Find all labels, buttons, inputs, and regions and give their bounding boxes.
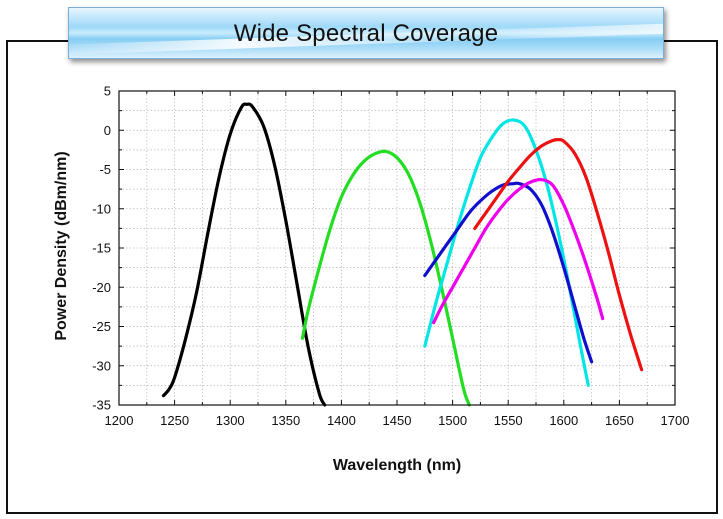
axes	[118, 90, 676, 406]
x-tick-label: 1650	[605, 413, 634, 428]
title-banner: Wide Spectral Coverage	[68, 7, 664, 59]
y-tick-label: -20	[92, 280, 111, 295]
y-tick-label: -5	[99, 162, 111, 177]
y-tick-labels: 5 0 -5 -10 -15 -20 -25 -30 -35	[92, 84, 111, 413]
series-line-1	[161, 102, 327, 407]
y-tick-label: -35	[92, 398, 111, 413]
chart-title: Wide Spectral Coverage	[233, 20, 499, 47]
x-tick-label: 1200	[105, 413, 134, 428]
x-tick-label: 1700	[661, 413, 690, 428]
y-tick-label: 5	[104, 84, 111, 99]
y-tick-label: -15	[92, 241, 111, 256]
x-tick-label: 1250	[160, 413, 189, 428]
y-axis-title: Power Density (dBm/nm)	[53, 151, 70, 340]
x-tick-label: 1600	[549, 413, 578, 428]
x-tick-label: 1400	[327, 413, 356, 428]
series-line-4	[423, 181, 594, 364]
x-tick-label: 1300	[216, 413, 245, 428]
x-tick-labels: 1200 1250 1300 1350 1400 1450 1500 1550 1600 1650…	[105, 413, 690, 428]
x-tick-label: 1550	[494, 413, 523, 428]
y-tick-label: -30	[92, 358, 111, 373]
x-tick-label: 1350	[271, 413, 300, 428]
x-tick-label: 1500	[438, 413, 467, 428]
series-line-3	[423, 118, 590, 387]
series-line-5	[432, 177, 605, 325]
y-tick-label: 0	[104, 123, 111, 138]
series-layer	[161, 102, 644, 407]
x-axis-title: Wavelength (nm)	[333, 457, 461, 474]
series-line-6	[473, 137, 644, 372]
x-tick-label: 1450	[383, 413, 412, 428]
grid-lines	[119, 91, 675, 405]
y-tick-label: -10	[92, 201, 111, 216]
y-tick-label: -25	[92, 319, 111, 334]
